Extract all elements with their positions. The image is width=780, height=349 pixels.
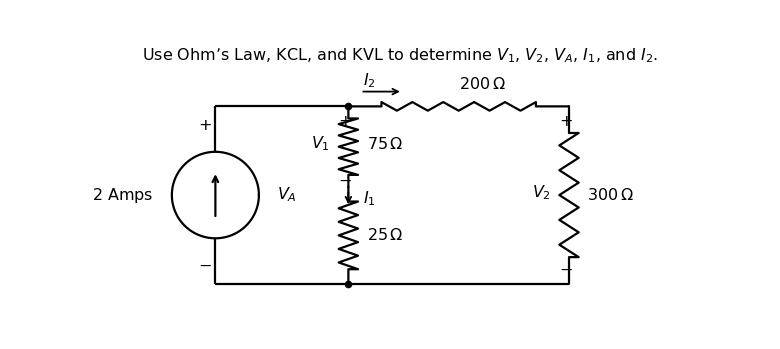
Text: $I_2$: $I_2$: [363, 72, 376, 90]
Text: $V_A$: $V_A$: [277, 186, 297, 205]
Text: $+$: $+$: [197, 118, 211, 133]
Text: $75\,\Omega$: $75\,\Omega$: [367, 136, 403, 152]
Text: $200\,\Omega$: $200\,\Omega$: [459, 76, 506, 91]
Text: Use Ohm’s Law, KCL, and KVL to determine $V_1$, $V_2$, $V_A$, $I_1$, and $I_2$.: Use Ohm’s Law, KCL, and KVL to determine…: [142, 46, 658, 65]
Text: $V_2$: $V_2$: [532, 183, 551, 202]
Text: $-$: $-$: [197, 258, 211, 273]
Text: $V_1$: $V_1$: [311, 135, 330, 153]
Text: $300\,\Omega$: $300\,\Omega$: [587, 187, 634, 203]
Text: $I_1$: $I_1$: [363, 189, 376, 208]
Text: $2$ Amps: $2$ Amps: [92, 186, 154, 205]
Text: $-$: $-$: [559, 261, 573, 276]
Text: $25\,\Omega$: $25\,\Omega$: [367, 227, 403, 243]
Text: $-$: $-$: [339, 173, 353, 188]
Text: $+$: $+$: [339, 114, 353, 129]
Text: $+$: $+$: [559, 114, 573, 129]
